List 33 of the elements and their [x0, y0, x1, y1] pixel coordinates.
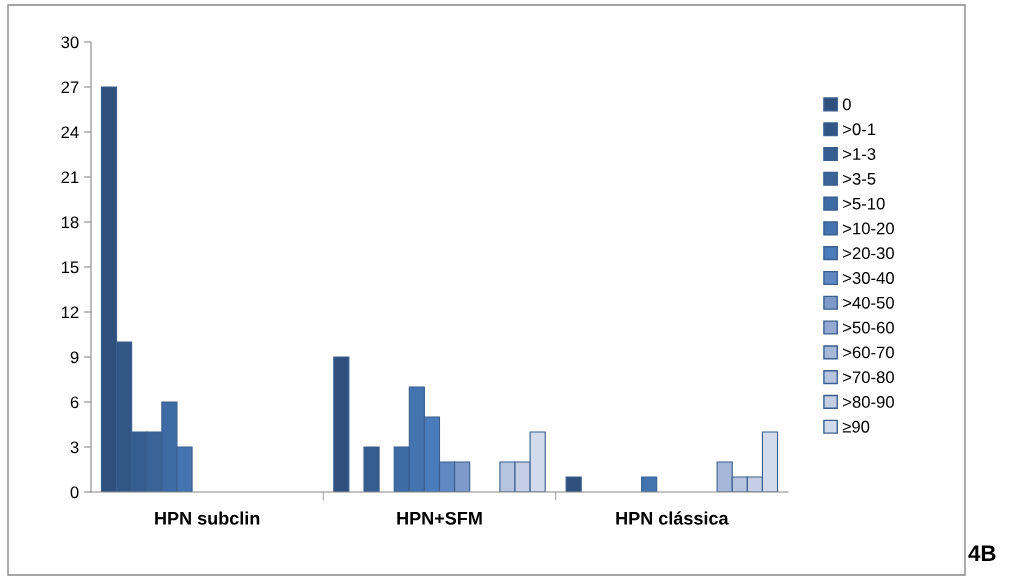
legend-label: >60-70	[843, 346, 894, 359]
bar	[641, 476, 658, 492]
y-tick-label: 3	[70, 441, 79, 454]
y-tick-label: 9	[70, 351, 79, 364]
text: 4B	[968, 545, 996, 561]
legend-label: >10-20	[843, 222, 894, 235]
y-tick-label: 12	[61, 306, 79, 319]
y-tick-label: 18	[61, 216, 79, 229]
legend-label: >50-60	[843, 321, 894, 334]
y-tick-label: 24	[61, 126, 79, 139]
bar	[333, 356, 350, 492]
legend-label: >20-30	[843, 247, 894, 260]
legend-label: >0-1	[843, 123, 876, 136]
legend-label: >5-10	[843, 197, 885, 210]
x-tick-label: HPN subclin	[155, 511, 260, 525]
y-tick-label: 30	[61, 36, 79, 49]
legend-label: >40-50	[843, 296, 894, 309]
bar	[565, 476, 582, 492]
y-tick-label: 27	[61, 81, 79, 94]
legend-label: >3-5	[843, 172, 876, 185]
legend-label: ≥90	[842, 420, 870, 433]
legend-label: >80-90	[843, 396, 894, 408]
x-tick-label: HPN clássica	[616, 511, 729, 525]
legend-label: >1-3	[843, 148, 876, 160]
y-tick-label: 15	[61, 261, 79, 274]
legend-label: 0	[842, 98, 851, 111]
bar	[363, 446, 380, 492]
y-tick-label: 0	[70, 486, 79, 499]
legend-label: >70-80	[843, 371, 894, 384]
legend-label: >30-40	[843, 272, 894, 284]
y-tick-label: 21	[61, 171, 79, 184]
x-tick-label: HPN+SFM	[397, 511, 482, 525]
y-tick-label: 6	[70, 396, 79, 409]
